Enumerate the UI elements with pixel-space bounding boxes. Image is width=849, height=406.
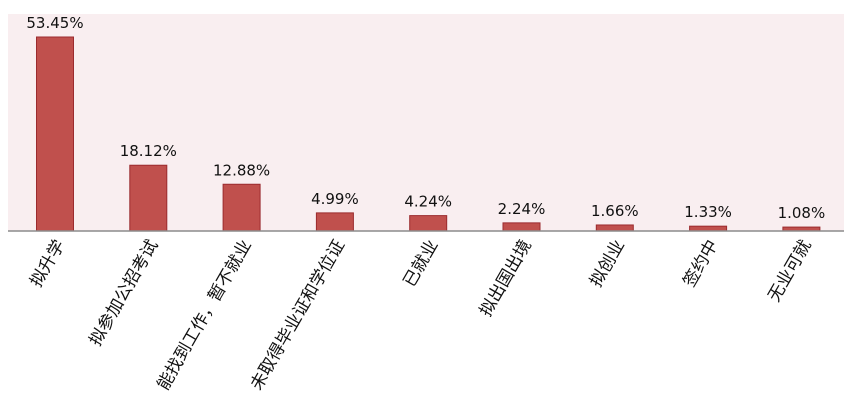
value-label: 4.99% [311,190,359,208]
category-label: 能找到工作，暂不就业 [154,237,256,394]
bar [315,212,354,232]
value-label: 1.08% [778,204,826,222]
bar [502,222,541,232]
value-label: 1.66% [591,202,639,220]
value-label: 53.45% [26,14,83,32]
category-label: 签约中 [680,237,723,291]
bar [36,36,74,232]
value-label: 12.88% [213,161,270,179]
bar [129,164,168,232]
category-label: 未取得毕业证和学位证 [247,237,349,394]
category-label: 拟出国出境 [476,237,536,321]
category-label: 拟创业 [586,237,629,291]
value-labels-group: 53.45% 18.12% 12.88% 4.99% 4.24% 2.24% 1.66% 1.… [26,14,825,222]
category-label: 拟升学 [27,237,70,291]
category-label: 拟参加公招考试 [86,237,163,350]
bars-group [36,36,821,232]
value-label: 18.12% [120,142,177,160]
bar [222,183,261,232]
value-label: 4.24% [404,193,452,211]
category-label: 无业可就 [764,237,815,306]
bar [409,215,448,232]
bar [595,224,634,232]
value-label: 1.33% [684,203,732,221]
value-label: 2.24% [498,200,546,218]
category-label: 已就业 [400,237,443,291]
